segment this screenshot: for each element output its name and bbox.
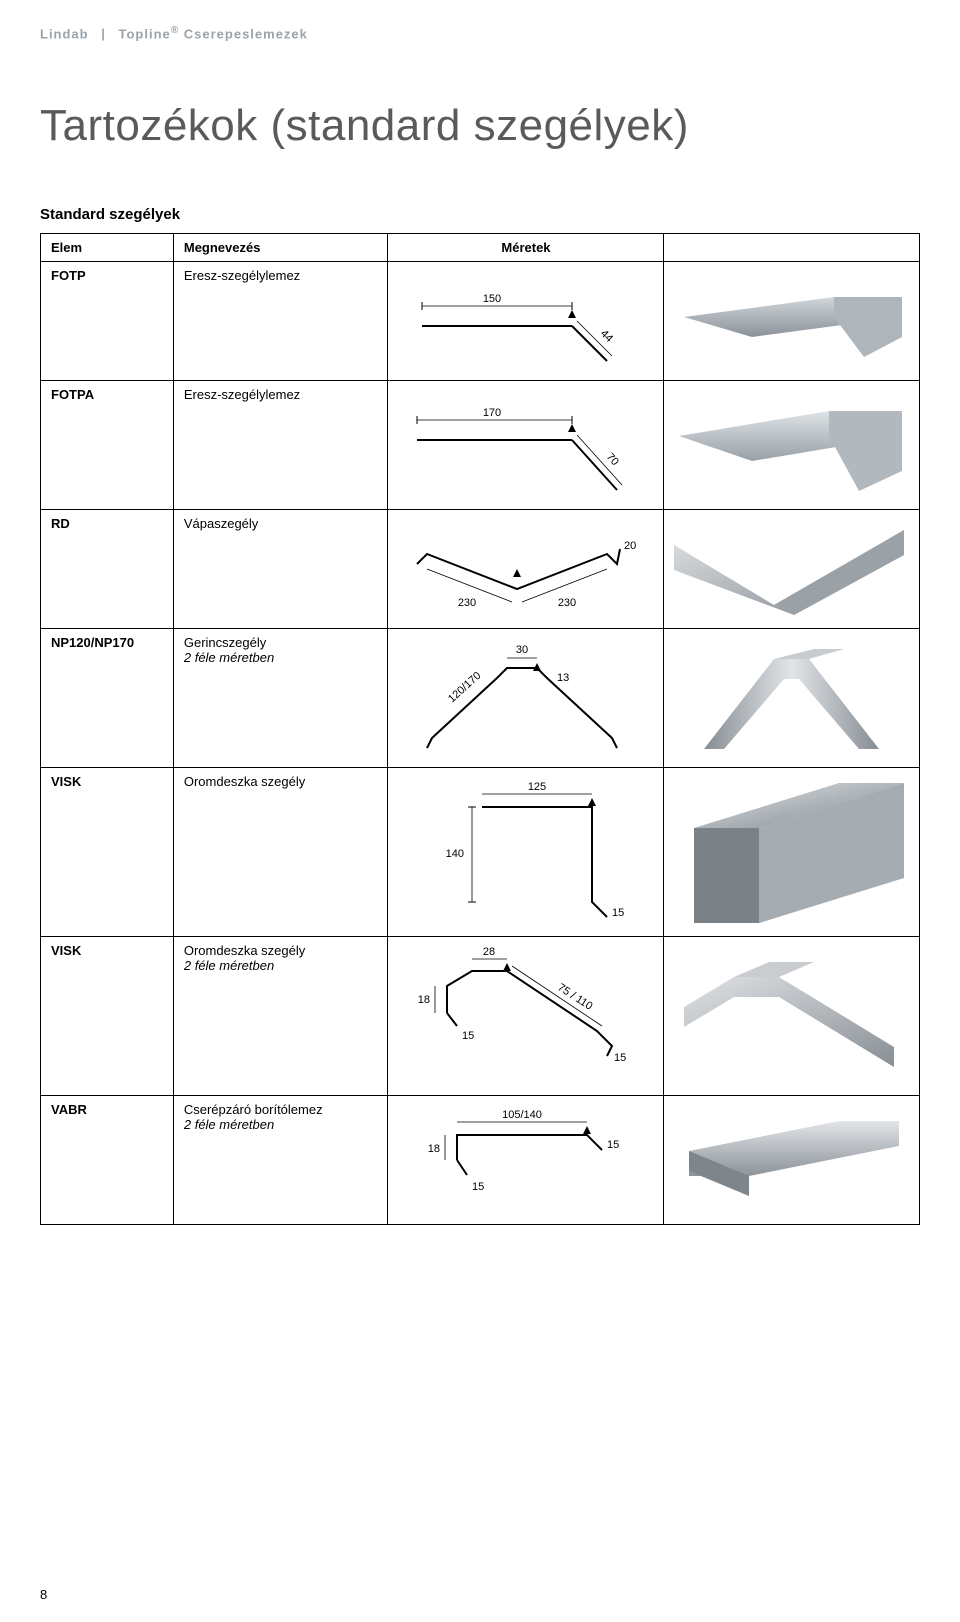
page-number: 8 <box>40 1587 47 1602</box>
svg-text:15: 15 <box>612 907 624 919</box>
table-row: FOTPA Eresz-szegélylemez 170 70 <box>41 381 920 510</box>
elem-name: Oromdeszka szegély <box>184 943 305 958</box>
table-row: VISK Oromdeszka szegély 125 140 15 <box>41 768 920 937</box>
dim-diagram-fotpa: 170 70 <box>392 385 642 505</box>
elem-sub: 2 féle méretben <box>184 650 274 665</box>
dim-diagram-np: 30 120/170 13 <box>392 633 642 763</box>
profile-table: Elem Megnevezés Méretek FOTP Eresz-szegé… <box>40 233 920 1225</box>
svg-text:30: 30 <box>516 644 528 656</box>
svg-text:120/170: 120/170 <box>446 670 484 706</box>
svg-text:230: 230 <box>458 597 476 609</box>
svg-text:150: 150 <box>483 293 501 305</box>
dim-diagram-rd: 230 230 20 <box>392 514 642 624</box>
render-vabr <box>664 1096 912 1216</box>
elem-sub: 2 féle méretben <box>184 1117 274 1132</box>
section-subtitle: Standard szegélyek <box>40 206 920 223</box>
render-np <box>664 629 912 759</box>
page-title: Tartozékok (standard szegélyek) <box>40 101 920 151</box>
elem-code: VISK <box>51 943 81 958</box>
svg-text:18: 18 <box>428 1143 440 1155</box>
elem-code: NP120/NP170 <box>51 635 134 650</box>
svg-text:105/140: 105/140 <box>503 1109 543 1121</box>
elem-sub: 2 féle méretben <box>184 958 274 973</box>
table-row: FOTP Eresz-szegélylemez 150 44 <box>41 262 920 381</box>
dim-diagram-visk1: 125 140 15 <box>392 772 642 932</box>
separator: | <box>101 26 106 41</box>
product-line: Topline <box>119 26 171 41</box>
table-row: RD Vápaszegély 230 230 20 <box>41 510 920 629</box>
render-fotpa <box>664 381 912 501</box>
svg-text:15: 15 <box>614 1052 626 1064</box>
col-header-elem: Elem <box>41 234 174 262</box>
svg-text:15: 15 <box>472 1181 484 1193</box>
elem-name: Oromdeszka szegély <box>184 774 305 789</box>
elem-code: FOTPA <box>51 387 94 402</box>
elem-code: FOTP <box>51 268 86 283</box>
svg-text:13: 13 <box>557 672 569 684</box>
render-rd <box>664 510 912 620</box>
svg-text:20: 20 <box>624 540 636 552</box>
page-header: Lindab | Topline® Cserepeslemezek <box>40 25 920 41</box>
table-row: VISK Oromdeszka szegély 2 féle méretben … <box>41 937 920 1096</box>
reg-mark: ® <box>171 25 179 36</box>
brand-name: Lindab <box>40 26 89 41</box>
elem-code: VISK <box>51 774 81 789</box>
svg-text:15: 15 <box>462 1030 474 1042</box>
elem-name: Eresz-szegélylemez <box>184 268 300 283</box>
col-header-image <box>664 234 920 262</box>
svg-text:70: 70 <box>604 451 621 468</box>
svg-text:170: 170 <box>483 407 501 419</box>
col-header-name: Megnevezés <box>173 234 388 262</box>
elem-name: Eresz-szegélylemez <box>184 387 300 402</box>
dim-diagram-fotp: 150 44 <box>392 266 642 376</box>
render-visk1 <box>664 768 912 928</box>
dim-diagram-visk2: 28 18 75 / 110 15 15 <box>392 941 642 1091</box>
table-row: VABR Cserépzáró borítólemez 2 féle méret… <box>41 1096 920 1225</box>
elem-code: VABR <box>51 1102 87 1117</box>
product-suffix: Cserepeslemezek <box>184 26 308 41</box>
dim-diagram-vabr: 105/140 18 15 15 <box>392 1100 642 1220</box>
elem-name: Cserépzáró borítólemez <box>184 1102 323 1117</box>
render-visk2 <box>664 937 912 1087</box>
table-row: NP120/NP170 Gerincszegély 2 féle méretbe… <box>41 629 920 768</box>
elem-code: RD <box>51 516 70 531</box>
svg-text:15: 15 <box>607 1139 619 1151</box>
svg-text:125: 125 <box>528 781 546 793</box>
elem-name: Vápaszegély <box>184 516 258 531</box>
col-header-dim: Méretek <box>388 234 664 262</box>
svg-text:44: 44 <box>598 328 615 345</box>
elem-name: Gerincszegély <box>184 635 266 650</box>
svg-text:140: 140 <box>446 848 464 860</box>
render-fotp <box>664 262 912 372</box>
svg-text:28: 28 <box>483 946 495 958</box>
svg-text:18: 18 <box>418 994 430 1006</box>
svg-text:230: 230 <box>558 597 576 609</box>
